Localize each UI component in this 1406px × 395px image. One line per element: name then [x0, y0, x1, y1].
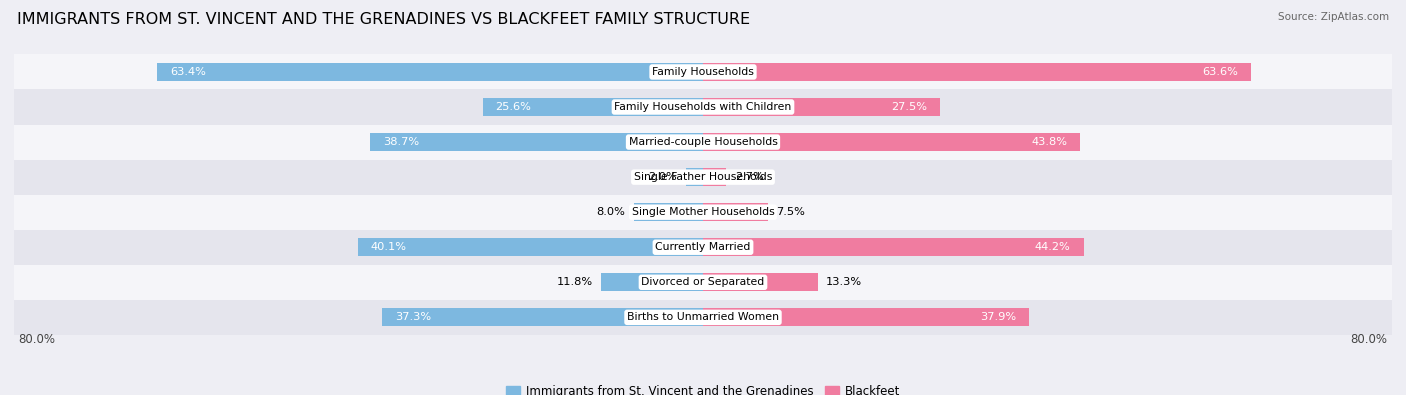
- Bar: [703, 63, 1251, 81]
- Text: Single Father Households: Single Father Households: [634, 172, 772, 182]
- Bar: [703, 133, 1080, 151]
- Text: 38.7%: 38.7%: [382, 137, 419, 147]
- Text: 2.7%: 2.7%: [735, 172, 763, 182]
- Text: 13.3%: 13.3%: [827, 277, 862, 287]
- Bar: [14, 55, 1392, 90]
- Bar: [686, 168, 703, 186]
- Text: 80.0%: 80.0%: [1351, 333, 1388, 346]
- Bar: [14, 195, 1392, 230]
- Bar: [157, 63, 703, 81]
- Text: IMMIGRANTS FROM ST. VINCENT AND THE GRENADINES VS BLACKFEET FAMILY STRUCTURE: IMMIGRANTS FROM ST. VINCENT AND THE GREN…: [17, 12, 749, 27]
- Bar: [634, 203, 703, 221]
- Bar: [14, 230, 1392, 265]
- Bar: [703, 203, 768, 221]
- Bar: [382, 308, 703, 327]
- Text: 7.5%: 7.5%: [776, 207, 806, 217]
- Bar: [14, 300, 1392, 335]
- Bar: [703, 273, 817, 292]
- Bar: [482, 98, 703, 116]
- Bar: [703, 98, 939, 116]
- Text: Currently Married: Currently Married: [655, 242, 751, 252]
- Text: Source: ZipAtlas.com: Source: ZipAtlas.com: [1278, 12, 1389, 22]
- Bar: [703, 238, 1084, 256]
- Text: Family Households with Children: Family Households with Children: [614, 102, 792, 112]
- Bar: [14, 160, 1392, 195]
- Text: Births to Unmarried Women: Births to Unmarried Women: [627, 312, 779, 322]
- Text: Divorced or Separated: Divorced or Separated: [641, 277, 765, 287]
- Text: 63.6%: 63.6%: [1202, 67, 1237, 77]
- Legend: Immigrants from St. Vincent and the Grenadines, Blackfeet: Immigrants from St. Vincent and the Gren…: [501, 380, 905, 395]
- Text: 25.6%: 25.6%: [495, 102, 531, 112]
- Bar: [14, 265, 1392, 300]
- Bar: [14, 90, 1392, 124]
- Text: 2.0%: 2.0%: [648, 172, 678, 182]
- Bar: [370, 133, 703, 151]
- Bar: [357, 238, 703, 256]
- Text: 27.5%: 27.5%: [891, 102, 927, 112]
- Text: 37.9%: 37.9%: [980, 312, 1017, 322]
- Text: 40.1%: 40.1%: [371, 242, 406, 252]
- Text: 44.2%: 44.2%: [1035, 242, 1071, 252]
- Text: 43.8%: 43.8%: [1031, 137, 1067, 147]
- Text: Family Households: Family Households: [652, 67, 754, 77]
- Text: Married-couple Households: Married-couple Households: [628, 137, 778, 147]
- Bar: [602, 273, 703, 292]
- Bar: [703, 168, 727, 186]
- Bar: [14, 124, 1392, 160]
- Text: 8.0%: 8.0%: [596, 207, 626, 217]
- Text: 63.4%: 63.4%: [170, 67, 205, 77]
- Text: 37.3%: 37.3%: [395, 312, 430, 322]
- Text: Single Mother Households: Single Mother Households: [631, 207, 775, 217]
- Text: 11.8%: 11.8%: [557, 277, 593, 287]
- Bar: [703, 308, 1029, 327]
- Text: 80.0%: 80.0%: [18, 333, 55, 346]
